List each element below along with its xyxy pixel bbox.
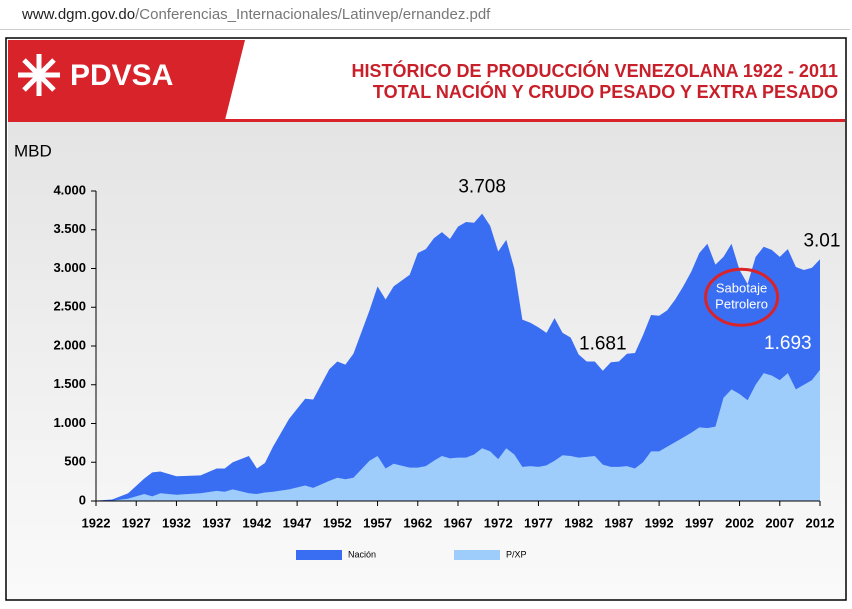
area xyxy=(96,213,820,501)
y-tick-label: 0 xyxy=(79,492,86,507)
y-tick-label: 500 xyxy=(64,454,86,469)
x-tick-label: 2002 xyxy=(725,515,754,530)
url-path: /Conferencias_Internacionales/Latinvep/e… xyxy=(135,6,491,23)
x-tick-label: 1982 xyxy=(564,515,593,530)
y-tick-label: 3.000 xyxy=(53,260,86,275)
x-tick-label: 1992 xyxy=(645,515,674,530)
x-tick-label: 2007 xyxy=(765,515,794,530)
y-tick-label: 4.000 xyxy=(53,182,86,197)
legend-swatch xyxy=(454,550,500,560)
legend-label: P/XP xyxy=(506,549,527,559)
header-rule xyxy=(8,119,845,122)
x-tick-label: 1937 xyxy=(202,515,231,530)
chart-subtitle: TOTAL NACIÓN Y CRUDO PESADO Y EXTRA PESA… xyxy=(373,81,838,102)
x-tick-label: 2012 xyxy=(806,515,835,530)
annotation: Petrolero xyxy=(715,297,768,312)
annotation: 3.708 xyxy=(458,177,506,198)
annotation-circle xyxy=(704,267,780,327)
x-tick-label: 1927 xyxy=(122,515,151,530)
y-tick-label: 2.500 xyxy=(53,299,86,314)
area xyxy=(96,369,820,501)
y-tick-label: 2.000 xyxy=(53,337,86,352)
logo-icon xyxy=(18,54,60,96)
x-tick-label: 1942 xyxy=(242,515,271,530)
logo-text: PDVSA xyxy=(70,59,173,92)
annotation: Sabotaje xyxy=(716,281,767,296)
annotation: 1.693 xyxy=(764,333,812,354)
x-tick-label: 1922 xyxy=(82,515,111,530)
y-tick-label: 3.500 xyxy=(53,221,86,236)
annotation: 3.01 xyxy=(803,231,840,252)
x-tick-label: 1932 xyxy=(162,515,191,530)
logo-banner xyxy=(8,40,245,120)
legend-label: Nación xyxy=(348,549,376,559)
x-tick-label: 1977 xyxy=(524,515,553,530)
y-tick-label: 1.500 xyxy=(53,376,86,391)
x-tick-label: 1997 xyxy=(685,515,714,530)
chart-title: HISTÓRICO DE PRODUCCIÓN VENEZOLANA 1922 … xyxy=(352,60,838,81)
x-tick-label: 1952 xyxy=(323,515,352,530)
y-axis-label: MBD xyxy=(14,141,52,160)
x-tick-label: 1972 xyxy=(484,515,513,530)
x-tick-label: 1947 xyxy=(283,515,312,530)
annotation: 1.681 xyxy=(579,334,627,355)
browser-url-bar[interactable]: www.dgm.gov.do/Conferencias_Internaciona… xyxy=(0,0,850,30)
url-host: www.dgm.gov.do xyxy=(22,6,136,23)
x-tick-label: 1987 xyxy=(604,515,633,530)
x-tick-label: 1962 xyxy=(403,515,432,530)
y-tick-label: 1.000 xyxy=(53,415,86,430)
legend-swatch xyxy=(296,550,342,560)
x-tick-label: 1967 xyxy=(444,515,473,530)
x-tick-label: 1957 xyxy=(363,515,392,530)
